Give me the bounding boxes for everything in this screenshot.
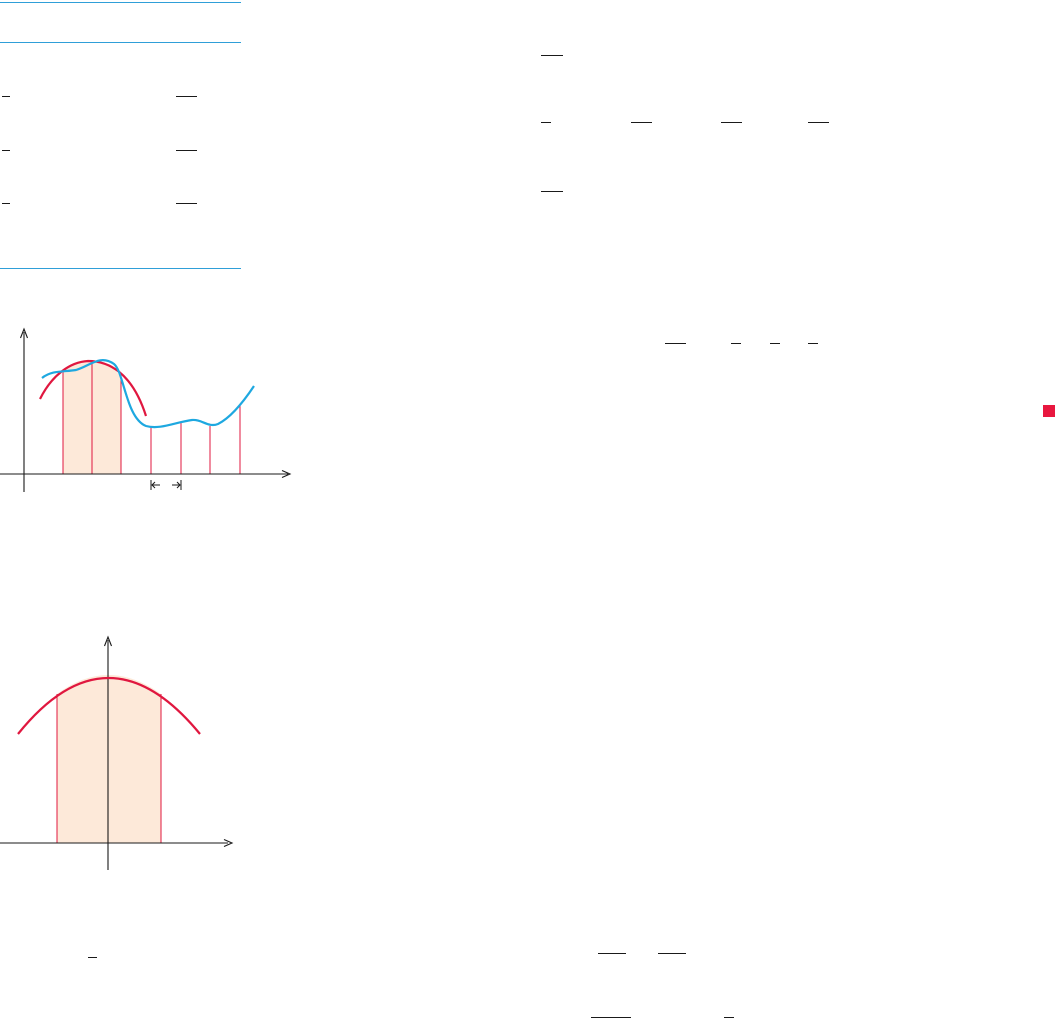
fraction-bar [631, 122, 652, 123]
fraction-bar [176, 203, 197, 204]
shaded-strip [63, 360, 92, 474]
x-axis-arrowhead [281, 469, 292, 479]
fraction-bar [2, 96, 10, 97]
fraction-bar [598, 953, 626, 954]
fraction-bar [541, 122, 551, 123]
red-curve [39, 359, 148, 417]
fraction-bar [541, 191, 563, 192]
y-axis-arrowhead [19, 327, 29, 339]
fraction-bar [2, 203, 10, 204]
fraction-bar [808, 343, 818, 344]
figure-bottom-curve [0, 635, 234, 870]
fraction-bar [724, 1017, 734, 1018]
width-marker-left-arrow [151, 481, 160, 489]
fraction-bar [541, 55, 563, 56]
shaded-strip [92, 360, 121, 474]
x-axis-arrowhead [223, 838, 234, 848]
table-header-rule [0, 42, 241, 43]
fraction-bar [658, 953, 686, 954]
fraction-bar [770, 343, 780, 344]
fraction-bar [731, 343, 741, 344]
fraction-bar [88, 957, 97, 958]
blue-curve [41, 359, 255, 429]
fraction-bar [665, 343, 686, 344]
figure-top-curves [0, 327, 292, 492]
fraction-bar [176, 150, 197, 151]
shaded-region [57, 675, 161, 843]
fraction-bar [2, 150, 10, 151]
red-curve [17, 676, 201, 735]
width-marker-right-arrow [172, 481, 181, 489]
y-axis-arrowhead [103, 635, 113, 647]
table-bottom-rule [0, 268, 241, 269]
table-top-rule [0, 2, 241, 3]
end-of-solution-square-icon [1043, 405, 1055, 417]
fraction-bar [721, 122, 742, 123]
fraction-bar [591, 1017, 631, 1018]
fraction-bar [176, 96, 197, 97]
fraction-bar [808, 122, 829, 123]
